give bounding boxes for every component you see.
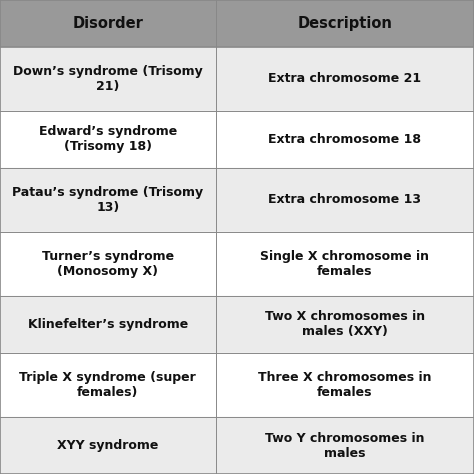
Text: Single X chromosome in
females: Single X chromosome in females [260,250,429,278]
Bar [216,296,474,353]
Text: Turner’s syndrome
(Monosomy X): Turner’s syndrome (Monosomy X) [42,250,174,278]
Text: XYY syndrome: XYY syndrome [57,439,158,452]
Bar [0,353,216,417]
Bar [216,417,474,474]
Bar [216,110,474,168]
Text: Description: Description [297,16,392,31]
Text: Two Y chromosomes in
males: Two Y chromosomes in males [265,431,425,459]
Bar [216,232,474,296]
Text: Disorder: Disorder [73,16,143,31]
Bar [216,168,474,232]
Text: Three X chromosomes in
females: Three X chromosomes in females [258,371,432,399]
Bar [216,353,474,417]
Text: Extra chromosome 21: Extra chromosome 21 [268,72,421,85]
Text: Down’s syndrome (Trisomy
21): Down’s syndrome (Trisomy 21) [13,64,203,92]
Text: Patau’s syndrome (Trisomy
13): Patau’s syndrome (Trisomy 13) [12,186,203,214]
Text: Edward’s syndrome
(Trisomy 18): Edward’s syndrome (Trisomy 18) [39,125,177,153]
Text: Triple X syndrome (super
females): Triple X syndrome (super females) [19,371,196,399]
Bar [0,0,474,46]
Text: Extra chromosome 18: Extra chromosome 18 [268,133,421,146]
Bar [0,417,216,474]
Bar [0,110,216,168]
Text: Two X chromosomes in
males (XXY): Two X chromosomes in males (XXY) [265,310,425,338]
Text: Extra chromosome 13: Extra chromosome 13 [268,193,421,206]
Bar [0,296,216,353]
Bar [0,232,216,296]
Bar [0,168,216,232]
Bar [0,46,216,110]
Text: Klinefelter’s syndrome: Klinefelter’s syndrome [27,318,188,331]
Bar [216,46,474,110]
